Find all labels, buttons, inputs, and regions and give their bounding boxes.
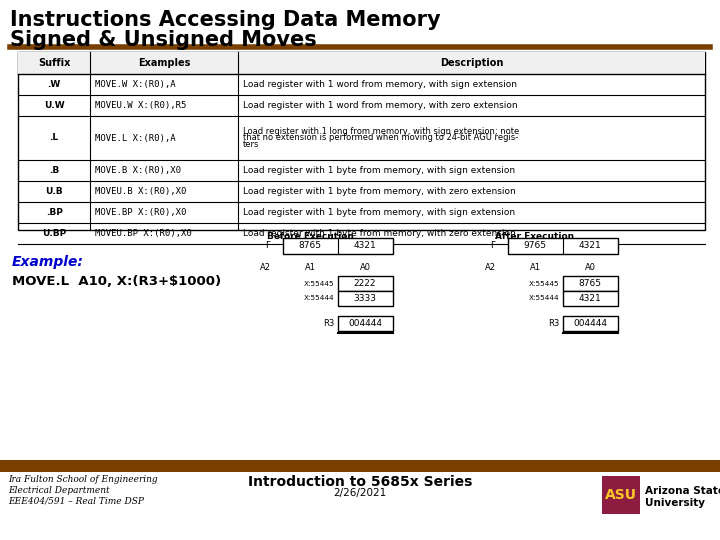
Text: ters: ters [243,140,259,149]
Text: MOVE.L X:(R0),A: MOVE.L X:(R0),A [95,133,176,143]
Text: After Execution: After Execution [495,232,575,241]
Text: A0: A0 [359,262,371,272]
Text: F: F [490,241,495,251]
Text: 8765: 8765 [578,279,601,288]
Text: 3333: 3333 [354,294,377,303]
Text: 8765: 8765 [299,241,322,251]
Text: Arizona State: Arizona State [645,486,720,496]
Bar [18,52,705,74]
Text: 2222: 2222 [354,279,377,288]
Text: Load register with 1 word from memory, with sign extension: Load register with 1 word from memory, w… [243,80,517,89]
Text: Instructions Accessing Data Memory: Instructions Accessing Data Memory [10,10,441,30]
Text: 2/26/2021: 2/26/2021 [333,488,387,498]
Text: MOVE.BP X:(R0),X0: MOVE.BP X:(R0),X0 [95,208,186,217]
Text: Description: Description [440,58,503,68]
Text: Suffix: Suffix [38,58,71,68]
Text: MOVE.B X:(R0),X0: MOVE.B X:(R0),X0 [95,166,181,175]
Text: MOVEU.B X:(R0),X0: MOVEU.B X:(R0),X0 [95,187,186,196]
Text: X:55445: X:55445 [529,280,559,287]
Text: .BP: .BP [45,208,63,217]
Text: A1: A1 [305,262,315,272]
Bar [0,460,720,472]
Bar [338,291,392,306]
Text: MOVEU.BP X:(R0),X0: MOVEU.BP X:(R0),X0 [95,229,192,238]
Text: Electrical Department: Electrical Department [8,486,109,495]
Text: A0: A0 [585,262,595,272]
Text: .L: .L [50,133,58,143]
Text: 004444: 004444 [348,319,382,328]
Text: R3: R3 [323,319,335,328]
Bar [562,291,618,306]
Text: Load register with 1 byte from memory, with zero extension: Load register with 1 byte from memory, w… [243,187,516,196]
Text: A2: A2 [259,262,271,272]
Text: X:55444: X:55444 [304,295,335,301]
Text: Load register with 1 byte from memory, with sign extension: Load register with 1 byte from memory, w… [243,208,515,217]
Text: 9765: 9765 [523,241,546,251]
Text: F: F [266,241,271,251]
Text: Example:: Example: [12,255,84,269]
Text: MOVEU.W X:(R0),R5: MOVEU.W X:(R0),R5 [95,101,186,110]
Text: U.BP: U.BP [42,229,66,238]
Text: EEE404/591 – Real Time DSP: EEE404/591 – Real Time DSP [8,497,144,506]
Text: 4321: 4321 [354,241,377,251]
Text: .W: .W [48,80,60,89]
Text: X:55444: X:55444 [529,295,559,301]
Text: Load register with 1 long from memory, with sign extension; note: Load register with 1 long from memory, w… [243,127,519,136]
Text: 004444: 004444 [573,319,607,328]
Text: ASU: ASU [605,488,637,502]
Text: Load register with 1 word from memory, with zero extension: Load register with 1 word from memory, w… [243,101,518,110]
Bar [602,476,640,514]
Text: that no extension is performed when moving to 24-bit AGU regis-: that no extension is performed when movi… [243,133,518,143]
Text: Ira Fulton School of Engineering: Ira Fulton School of Engineering [8,475,158,484]
Text: MOVE.L  A10, X:(R3+$1000): MOVE.L A10, X:(R3+$1000) [12,275,221,288]
Text: Load register with 1 byte from memory, with zero extension: Load register with 1 byte from memory, w… [243,229,516,238]
Text: 4321: 4321 [579,241,601,251]
Bar [338,276,392,291]
Text: 4321: 4321 [579,294,601,303]
Text: A2: A2 [485,262,495,272]
Text: Signed & Unsigned Moves: Signed & Unsigned Moves [10,30,317,50]
Bar [508,238,618,254]
Text: University: University [645,498,705,508]
Text: Examples: Examples [138,58,190,68]
Text: Load register with 1 byte from memory, with sign extension: Load register with 1 byte from memory, w… [243,166,515,175]
Text: U.W: U.W [44,101,64,110]
Text: Before Execution: Before Execution [266,232,354,241]
Text: R3: R3 [548,319,559,328]
Bar [338,316,392,331]
Text: MOVE.W X:(R0),A: MOVE.W X:(R0),A [95,80,176,89]
Bar [562,316,618,331]
Text: .B: .B [49,166,59,175]
Bar [18,52,705,230]
Text: Introduction to 5685x Series: Introduction to 5685x Series [248,475,472,489]
Bar [562,276,618,291]
Text: X:55445: X:55445 [304,280,335,287]
Bar [282,238,392,254]
Text: A1: A1 [529,262,541,272]
Text: U.B: U.B [45,187,63,196]
